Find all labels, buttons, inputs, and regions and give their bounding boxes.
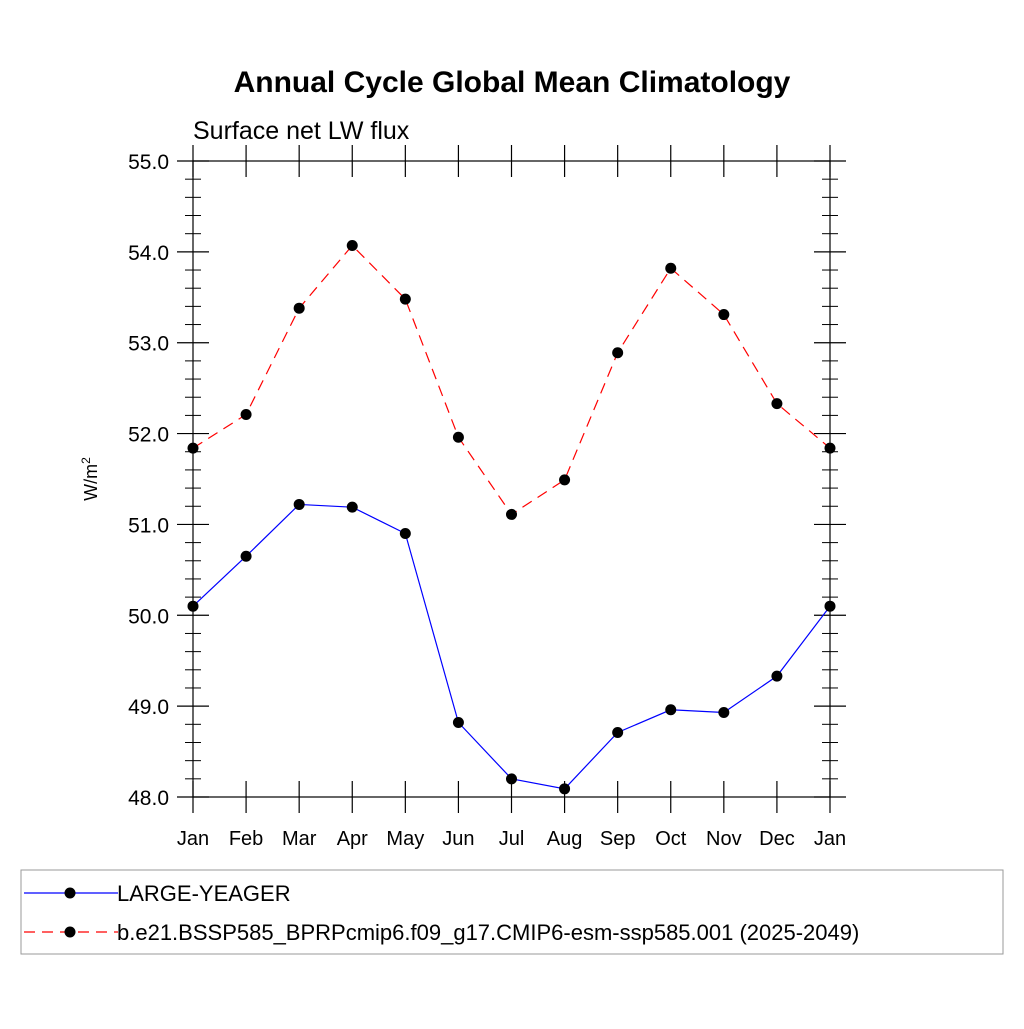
data-point <box>187 600 199 612</box>
chart-subtitle: Surface net LW flux <box>193 117 410 145</box>
y-axis-label: W/m2 <box>79 457 101 501</box>
y-tick-label: 51.0 <box>128 514 169 537</box>
data-point <box>293 498 305 510</box>
ticks-layer <box>177 145 846 813</box>
y-tick-label: 52.0 <box>128 424 169 447</box>
data-point <box>240 408 252 420</box>
legend: LARGE-YEAGER b.e21.BSSP585_BPRPcmip6.f09_… <box>24 881 859 945</box>
y-axis-label-superscript: 2 <box>79 457 93 464</box>
chart-title: Annual Cycle Global Mean Climatology <box>234 66 791 99</box>
data-point <box>612 726 624 738</box>
data-point <box>293 302 305 314</box>
series-line <box>192 244 831 516</box>
y-tick-label: 48.0 <box>128 787 169 810</box>
x-tick-label: Nov <box>706 828 742 850</box>
y-tick-label: 50.0 <box>128 605 169 628</box>
legend-box <box>20 869 1004 955</box>
x-tick-label: Apr <box>337 828 368 850</box>
series-layer <box>187 239 836 795</box>
x-tick-label: Jan <box>814 828 846 850</box>
data-point <box>718 309 730 321</box>
data-point <box>824 600 836 612</box>
data-point <box>665 704 677 716</box>
data-point <box>240 550 252 562</box>
data-point <box>399 293 411 305</box>
data-point <box>612 347 624 359</box>
legend-marker <box>64 887 76 899</box>
x-tick-label: Feb <box>229 828 263 850</box>
data-point <box>824 442 836 454</box>
data-point <box>771 670 783 682</box>
data-point <box>506 508 517 520</box>
y-tick-label: 53.0 <box>128 333 169 356</box>
x-tick-label: Jul <box>499 828 525 850</box>
y-tick-label: 54.0 <box>128 242 169 265</box>
y-tick-labels: 48.0 49.0 50.0 51.0 52.0 53.0 54.0 55.0 <box>128 151 169 810</box>
y-axis-label-text: W/m <box>81 464 101 501</box>
data-point <box>346 501 358 513</box>
data-point <box>452 716 464 728</box>
x-tick-label: May <box>386 828 424 850</box>
x-tick-label: Aug <box>547 828 583 850</box>
legend-label: b.e21.BSSP585_BPRPcmip6.f09_g17.CMIP6-es… <box>117 920 859 945</box>
series-1 <box>187 498 836 795</box>
series-line <box>192 503 831 790</box>
data-point <box>718 707 730 719</box>
data-point <box>559 474 571 486</box>
data-point <box>399 528 411 540</box>
y-tick-label: 55.0 <box>128 151 169 174</box>
y-tick-label: 49.0 <box>128 696 169 719</box>
series-2 <box>187 239 836 520</box>
legend-marker <box>64 926 76 938</box>
x-tick-label: Sep <box>600 828 636 850</box>
data-point <box>665 262 677 274</box>
data-point <box>506 773 517 785</box>
x-tick-label: Mar <box>282 828 317 850</box>
x-tick-label: Jun <box>442 828 474 850</box>
x-tick-label: Dec <box>759 828 795 850</box>
legend-label: LARGE-YEAGER <box>117 881 291 906</box>
data-point <box>346 239 358 251</box>
data-point <box>559 783 571 795</box>
data-point <box>452 431 464 443</box>
x-tick-label: Jan <box>177 828 209 850</box>
data-point <box>771 398 783 410</box>
x-tick-labels: Jan Feb Mar Apr May Jun Jul Aug Sep Oct Nov Dec Jan <box>177 828 846 850</box>
plot-frame <box>192 160 831 798</box>
x-tick-label: Oct <box>655 828 687 850</box>
data-point <box>187 442 199 454</box>
